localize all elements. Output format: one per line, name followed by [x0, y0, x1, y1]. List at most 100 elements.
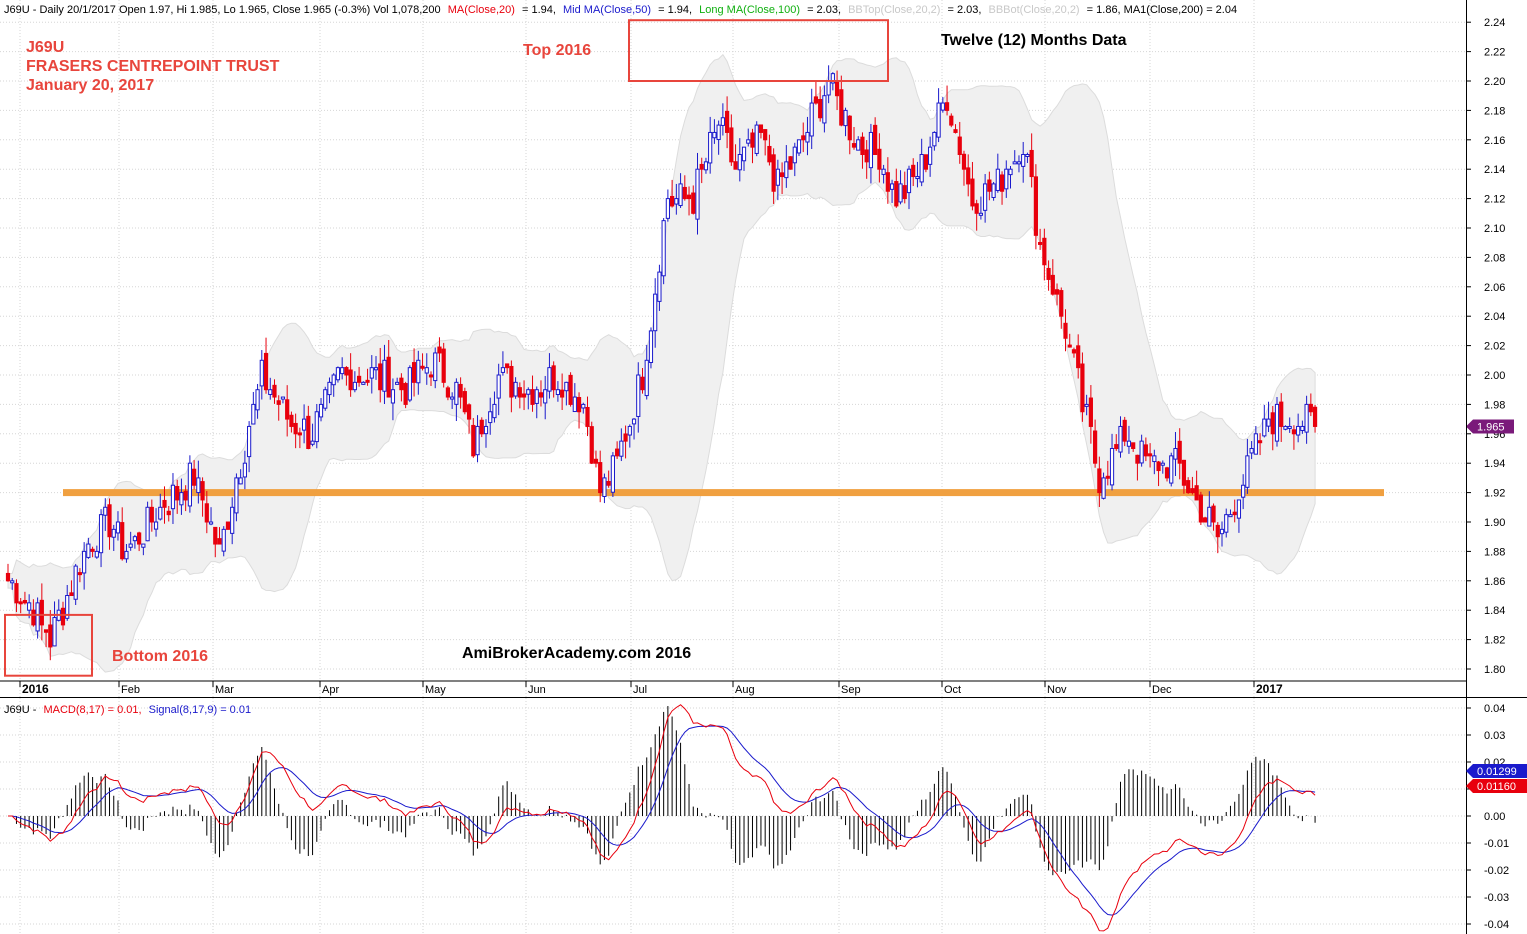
macd-badge-shape: [1466, 779, 1527, 793]
candle-up: [103, 506, 108, 516]
candle-down: [1097, 468, 1102, 494]
candle-down: [200, 481, 205, 501]
candle-down: [39, 599, 44, 626]
candle-up: [627, 425, 632, 436]
candle-down: [1270, 412, 1275, 435]
candle-up: [158, 506, 163, 520]
candle-up: [796, 139, 802, 154]
price-ytick-label: 1.92: [1484, 488, 1505, 500]
candle-down: [788, 156, 793, 170]
macd-header-macd: MACD(8,17) = 0.01,: [43, 704, 141, 716]
macd-grid: [0, 698, 1466, 934]
candle-up: [1016, 161, 1022, 165]
candle-up: [390, 389, 396, 404]
candle-up: [881, 168, 886, 175]
candle-up: [373, 367, 379, 371]
candle-down: [18, 601, 23, 605]
candle-up: [416, 359, 421, 384]
candle-down: [1088, 397, 1093, 427]
candle-down: [166, 510, 171, 516]
macd-ytick-label: 0.04: [1484, 703, 1505, 715]
candle-down: [1105, 475, 1110, 479]
header-ma100-value: = 2.03,: [807, 4, 841, 16]
candle-down: [877, 148, 882, 170]
candle-down: [1186, 480, 1191, 494]
candle-down: [568, 374, 573, 405]
candle-down: [365, 379, 370, 383]
candle-up: [978, 212, 983, 216]
candle-up: [496, 374, 501, 399]
candle-up: [572, 396, 577, 413]
candle-down: [272, 384, 277, 398]
candle-down: [1279, 401, 1284, 427]
candle-up: [128, 543, 133, 548]
candle-up: [251, 403, 256, 425]
candle-down: [14, 583, 19, 604]
candle-down: [530, 389, 535, 405]
candle-up: [619, 440, 624, 457]
candle-up: [784, 161, 789, 179]
candle-up: [221, 528, 226, 552]
candle-down: [1156, 461, 1161, 472]
candle-up: [830, 73, 835, 84]
candle-up: [631, 418, 637, 425]
candle-down: [213, 526, 218, 545]
candle-down: [974, 203, 979, 214]
candle-down: [1033, 176, 1038, 236]
candle-down: [1312, 406, 1318, 427]
candle-up: [132, 536, 138, 542]
ticker-annotation: J69U: [26, 39, 64, 56]
header-bbbot-value: = 1.86, MA1(Close,200) = 2.04: [1087, 4, 1237, 16]
candle-up: [936, 102, 941, 138]
candle-up: [361, 381, 366, 385]
candle-up: [179, 492, 184, 506]
candle-down: [1046, 267, 1051, 280]
candle-down: [961, 153, 967, 170]
candle-down: [1063, 322, 1068, 339]
candle-up: [314, 411, 319, 443]
candle-down: [911, 164, 916, 178]
candle-up: [898, 183, 903, 203]
price-ytick-label: 2.24: [1484, 17, 1505, 29]
candle-down: [944, 102, 950, 111]
candle-up: [716, 124, 721, 141]
candle-up: [73, 565, 78, 600]
price-ytick-label: 2.00: [1484, 370, 1505, 382]
candle-down: [348, 369, 353, 391]
signal-value-badge: 0.01299: [1466, 764, 1527, 778]
macd-header: J69U - MACD(8,17) = 0.01, Signal(8,17,9)…: [4, 704, 251, 716]
candle-down: [306, 415, 311, 449]
candle-down: [48, 624, 53, 648]
candle-down: [538, 392, 544, 398]
candle-up: [247, 425, 252, 458]
candle-down: [1135, 454, 1140, 464]
last-price-badge-shape: [1466, 419, 1514, 434]
candle-up: [124, 550, 129, 560]
candle-up: [805, 131, 810, 143]
price-ytick-label: 2.02: [1484, 341, 1505, 353]
macd-ytick-label: 0.03: [1484, 730, 1505, 742]
header-bbtop-label: BBTop(Close,20,2): [848, 4, 940, 16]
candle-up: [52, 617, 57, 647]
candle-up: [1228, 514, 1233, 518]
bottom-2016-label: Bottom 2016: [112, 648, 208, 665]
price-ytick-label: 1.80: [1484, 664, 1505, 676]
candle-up: [141, 543, 146, 548]
candle-up: [513, 381, 518, 397]
candle-down: [1291, 429, 1297, 435]
candle-up: [653, 293, 658, 332]
candle-up: [809, 102, 814, 137]
candle-down: [801, 135, 806, 141]
candle-down: [204, 503, 209, 523]
price-xtick-label: Aug: [735, 684, 755, 696]
macd-line: [8, 704, 1316, 932]
candle-up: [352, 381, 357, 391]
candle-up: [602, 477, 607, 498]
candle-down: [344, 366, 349, 376]
candle-down: [149, 506, 154, 523]
candle-up: [1245, 455, 1250, 488]
price-ytick-label: 1.86: [1484, 576, 1505, 588]
candle-up: [98, 514, 104, 554]
price-ytick-label: 1.88: [1484, 546, 1505, 558]
